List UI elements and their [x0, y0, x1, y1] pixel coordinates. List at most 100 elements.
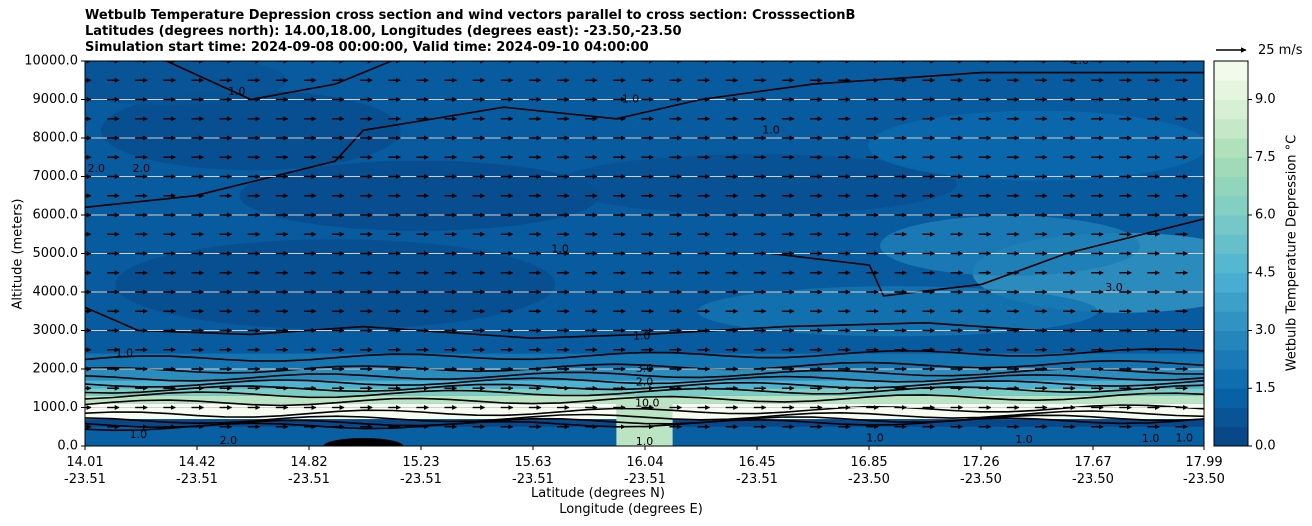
contour-fill-layer — [85, 61, 1204, 446]
x-tick-label-lon-1: -23.51 — [176, 472, 218, 487]
chart-title-line-2: Latitudes (degrees north): 14.00,18.00, … — [85, 24, 682, 39]
colorbar-frame — [1213, 60, 1249, 447]
colorbar-level-3 — [1214, 369, 1248, 389]
colorbar-level-6 — [1214, 311, 1248, 331]
y-tick-label-5: 5000.0 — [33, 246, 79, 261]
colorbar-level-5 — [1214, 330, 1248, 351]
colorbar-tick-label-5: 7.5 — [1255, 150, 1276, 165]
x-tick-label-lon-7: -23.50 — [848, 472, 890, 487]
contour-label-0: 1.0 — [622, 93, 640, 106]
y-tick-label-10: 10000.0 — [24, 54, 78, 69]
chart-title-line-3: Simulation start time: 2024-09-08 00:00:… — [85, 40, 649, 55]
x-tick-label-lon-6: -23.51 — [736, 472, 778, 487]
contour-label-10: 3.0 — [636, 362, 654, 375]
colorbar-level-15 — [1214, 138, 1248, 158]
contour-line-6 — [85, 392, 1204, 407]
colorbar: 0.0 1.5 3.0 4.5 6.0 7.5 9.0 — [1213, 60, 1276, 454]
contour-label-19: 1.0 — [1176, 431, 1194, 444]
contour-labels: 1.01.01.02.0 2.01.01.03.01.01.03.02.010.0… — [87, 54, 1194, 448]
colorbar-tick-label-4: 6.0 — [1255, 208, 1276, 223]
colorbar-level-14 — [1214, 157, 1248, 177]
y-tick-label-9: 9000.0 — [33, 92, 79, 107]
x-tick-label-lat-7: 16.85 — [850, 455, 887, 470]
contour-line-9 — [85, 414, 1204, 429]
wind-vectors — [85, 61, 1188, 430]
surface-dark-patch — [323, 438, 404, 446]
colorbar-level-7 — [1214, 292, 1248, 312]
contour-label-18: 1.0 — [1142, 432, 1160, 445]
y-tick-label-8: 8000.0 — [33, 131, 79, 146]
contour-label-6: 1.0 — [551, 243, 569, 256]
x-tick-label-lon-9: -23.50 — [1072, 472, 1114, 487]
colorbar-level-1 — [1214, 407, 1248, 428]
contour-patch-8 — [85, 61, 287, 106]
x-tick-label-lon-0: -23.51 — [64, 472, 106, 487]
x-axis: 14.01 -23.51 14.42 -23.51 14.82 -23.51 15.23 -2… — [64, 446, 1225, 487]
colorbar-tick-label-2: 3.0 — [1255, 323, 1276, 338]
x-tick-label-lon-5: -23.51 — [624, 472, 666, 487]
colorbar-label: Wetbulb Temperature Depression °C — [1284, 134, 1300, 372]
x-tick-label-lon-4: -23.51 — [512, 472, 554, 487]
colorbar-level-10 — [1214, 234, 1248, 254]
contour-lines-layer — [85, 61, 1204, 432]
y-tick-label-7: 7000.0 — [33, 169, 79, 184]
colorbar-level-4 — [1214, 349, 1248, 370]
x-tick-label-lat-9: 17.67 — [1074, 455, 1111, 470]
contour-label-17: 1.0 — [1015, 433, 1033, 446]
contour-upper-1 — [85, 306, 1204, 340]
contour-label-11: 2.0 — [636, 375, 654, 388]
y-tick-label-0: 0.0 — [57, 439, 78, 454]
contour-label-2: 1.0 — [1072, 54, 1090, 67]
x-tick-label-lon-2: -23.51 — [288, 472, 330, 487]
contour-line-0 — [85, 348, 1204, 362]
colorbar-tick-label-3: 4.5 — [1255, 265, 1276, 280]
colorbar-level-16 — [1214, 118, 1248, 139]
x-tick-label-lon-8: -23.50 — [960, 472, 1002, 487]
contour-label-5: 1.0 — [228, 85, 246, 98]
x-tick-label-lat-10: 17.99 — [1185, 455, 1222, 470]
contour-label-7: 3.0 — [1105, 281, 1123, 294]
colorbar-level-13 — [1214, 176, 1248, 197]
x-tick-label-lon-3: -23.51 — [400, 472, 442, 487]
colorbar-level-12 — [1214, 195, 1248, 216]
y-tick-label-1: 1000.0 — [33, 400, 79, 415]
y-tick-label-4: 4000.0 — [33, 285, 79, 300]
y-axis: 0.0 1000.0 2000.0 3000.0 4000.0 5000.0 6000.0 7… — [24, 54, 85, 454]
x-tick-label-lat-2: 14.82 — [290, 455, 327, 470]
colorbar-level-11 — [1214, 215, 1248, 235]
contour-line-7 — [85, 404, 1204, 418]
contour-patch-0 — [100, 90, 401, 171]
contour-upper-0 — [85, 71, 1204, 209]
contour-label-9: 1.0 — [116, 347, 134, 360]
contour-label-13: 1.0 — [636, 435, 654, 448]
x-tick-label-lat-5: 16.04 — [626, 455, 663, 470]
contour-patch-6 — [115, 239, 556, 330]
layer-band-5 — [85, 380, 1204, 389]
colorbar-level-2 — [1214, 388, 1248, 408]
contour-upper-3 — [166, 61, 392, 101]
x-tick-label-lat-8: 17.26 — [962, 455, 999, 470]
contour-patch-3 — [868, 110, 1204, 181]
x-tick-label-lat-0: 14.01 — [66, 455, 103, 470]
contour-label-15: 2.0 — [220, 434, 238, 447]
contour-label-4: 2.0 — [132, 162, 150, 175]
contour-line-3 — [85, 373, 1204, 388]
x-axis-label-longitude: Longitude (degrees E) — [559, 502, 703, 517]
colorbar-level-18 — [1214, 80, 1248, 100]
x-tick-label-lon-10: -23.50 — [1183, 472, 1225, 487]
y-tick-label-2: 2000.0 — [33, 362, 79, 377]
x-axis-label-latitude: Latitude (degrees N) — [531, 486, 665, 501]
contour-line-2 — [85, 368, 1204, 382]
colorbar-level-9 — [1214, 253, 1248, 274]
colorbar-level-8 — [1214, 272, 1248, 293]
y-axis-label: Altitude (meters) — [10, 198, 26, 310]
chart-title-line-1: Wetbulb Temperature Depression cross sec… — [85, 8, 856, 23]
colorbar-tick-label-0: 0.0 — [1255, 439, 1276, 454]
contour-patch-5 — [880, 215, 1141, 276]
contour-label-14: 1.0 — [130, 428, 148, 441]
y-tick-label-6: 6000.0 — [33, 208, 79, 223]
colorbar-level-19 — [1214, 61, 1248, 81]
colorbar-tick-label-1: 1.5 — [1255, 381, 1276, 396]
x-tick-label-lat-1: 14.42 — [178, 455, 215, 470]
